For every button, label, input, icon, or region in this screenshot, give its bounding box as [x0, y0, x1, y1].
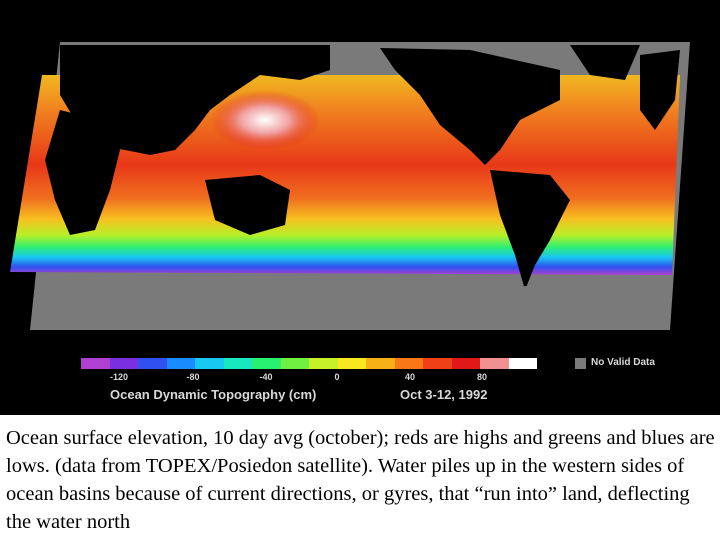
- scale-color-step: [166, 358, 195, 369]
- scale-color-step: [109, 358, 138, 369]
- no-data-swatch: [575, 358, 586, 369]
- scale-tick: 80: [476, 372, 488, 382]
- scale-color-step: [508, 358, 537, 369]
- scale-tick: -40: [259, 372, 273, 382]
- continent-south-america: [490, 170, 570, 290]
- continent-north-america: [380, 48, 560, 165]
- color-scale-bar: [81, 358, 537, 369]
- scale-color-step: [337, 358, 366, 369]
- scale-color-step: [423, 358, 452, 369]
- scale-tick: -80: [186, 372, 200, 382]
- antarctica: [40, 285, 650, 330]
- topography-map-figure: -120 -80 -40 0 40 80 No Valid Data Ocean…: [0, 0, 720, 415]
- scale-color-step: [223, 358, 252, 369]
- continent-asia: [60, 45, 330, 155]
- ocean-topography-map: [10, 42, 690, 330]
- no-data-label: No Valid Data: [591, 357, 655, 368]
- continent-africa: [45, 110, 120, 235]
- greenland: [570, 45, 640, 80]
- legend-date: Oct 3-12, 1992: [400, 387, 488, 402]
- scale-color-step: [394, 358, 423, 369]
- continent-europe: [640, 50, 680, 130]
- scale-color-step: [81, 358, 110, 369]
- scale-color-step: [195, 358, 224, 369]
- scale-color-step: [280, 358, 309, 369]
- scale-tick: -120: [109, 372, 129, 382]
- scale-color-step: [451, 358, 480, 369]
- legend-title: Ocean Dynamic Topography (cm): [110, 387, 317, 402]
- scale-color-step: [309, 358, 338, 369]
- continent-australia: [205, 175, 290, 235]
- caption-text: Ocean surface elevation, 10 day avg (oct…: [6, 427, 715, 533]
- scale-tick: 0: [334, 372, 340, 382]
- scale-color-step: [252, 358, 281, 369]
- high-anomaly: [210, 90, 320, 150]
- scale-color-step: [480, 358, 509, 369]
- scale-color-step: [138, 358, 167, 369]
- scale-tick: 40: [404, 372, 416, 382]
- scale-color-step: [366, 358, 395, 369]
